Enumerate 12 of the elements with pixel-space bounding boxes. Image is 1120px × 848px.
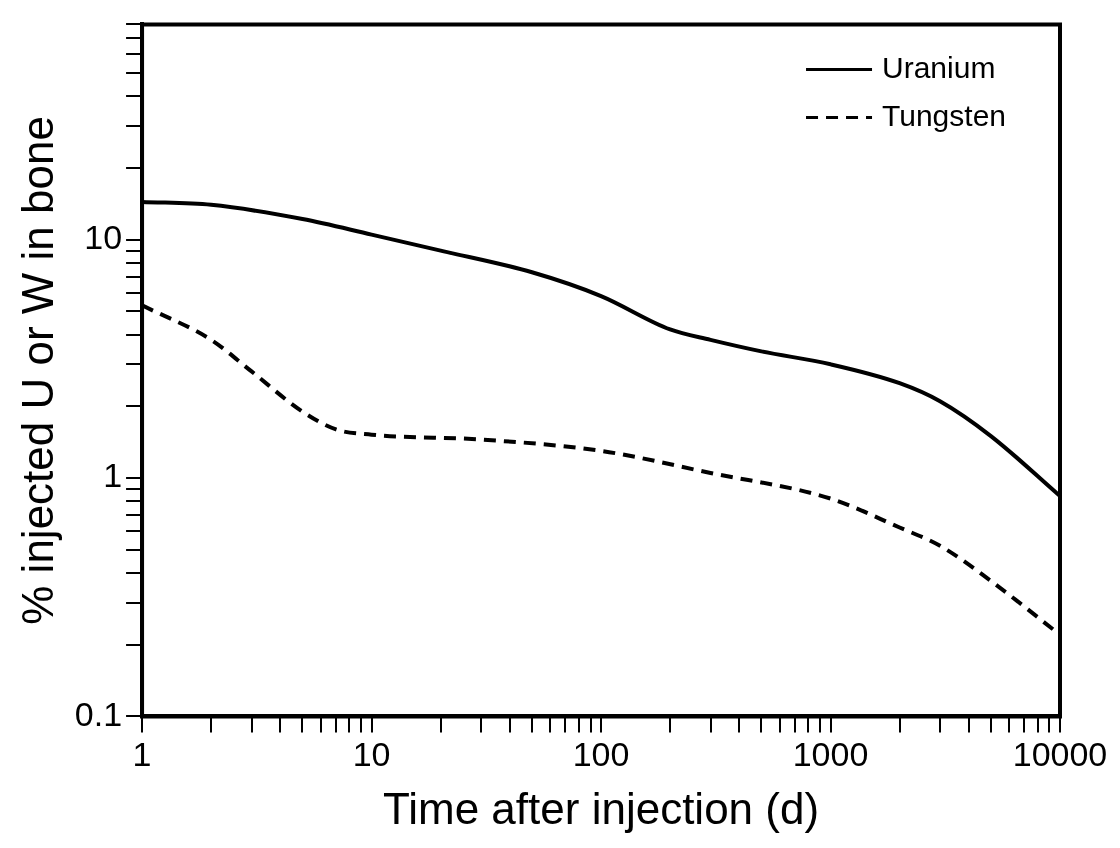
y-tick-label: 1 [103, 456, 123, 495]
y-tick-label: 0.1 [74, 694, 123, 733]
x-tick-label: 100 [572, 735, 630, 774]
y-axis-title: % injected U or W in bone [12, 116, 62, 625]
legend-label: Tungsten [882, 98, 1007, 132]
x-tick-label: 10 [352, 735, 391, 774]
x-tick-label: 1000 [792, 735, 869, 774]
x-tick-label: 1 [132, 735, 152, 774]
x-tick-label: 10000 [1012, 735, 1108, 774]
y-tick-label: 10 [84, 218, 123, 257]
x-axis-title: Time after injection (d) [382, 783, 820, 833]
legend-label: Uranium [882, 50, 996, 84]
